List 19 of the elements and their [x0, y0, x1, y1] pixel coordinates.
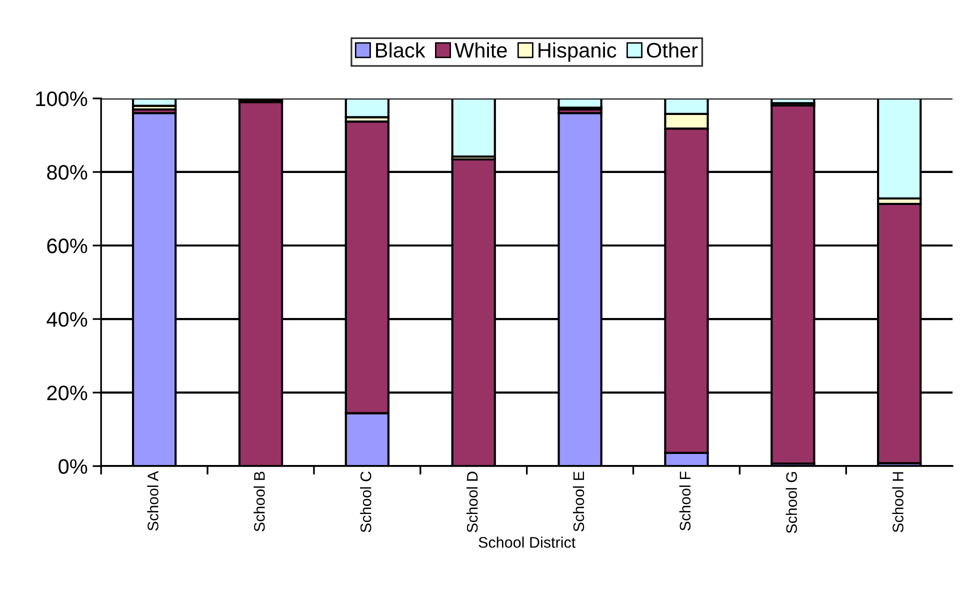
legend-label: Hispanic [538, 42, 616, 62]
y-tick-label: 80% [47, 164, 88, 180]
legend-label: Other [646, 42, 698, 58]
y-tick-label: 0% [58, 459, 88, 474]
x-tick-label: School B [254, 472, 265, 532]
y-tick-label: 20% [47, 386, 88, 400]
y-tick-label: 60% [47, 238, 88, 254]
legend-label: White [454, 42, 507, 58]
x-tick-label: School C [360, 472, 372, 532]
x-tick-label: School D [466, 472, 478, 532]
x-tick-label: School A [147, 470, 158, 531]
legend-label: Black [376, 42, 426, 58]
x-tick-label: School E [572, 472, 584, 532]
x-tick-label: School G [786, 472, 798, 534]
y-tick-label: 40% [46, 312, 88, 327]
x-tick-label: School H [892, 472, 904, 532]
x-tick-label: School F [679, 472, 691, 531]
y-tick-label: 100% [36, 91, 88, 106]
x-axis-title: School District [478, 536, 576, 548]
